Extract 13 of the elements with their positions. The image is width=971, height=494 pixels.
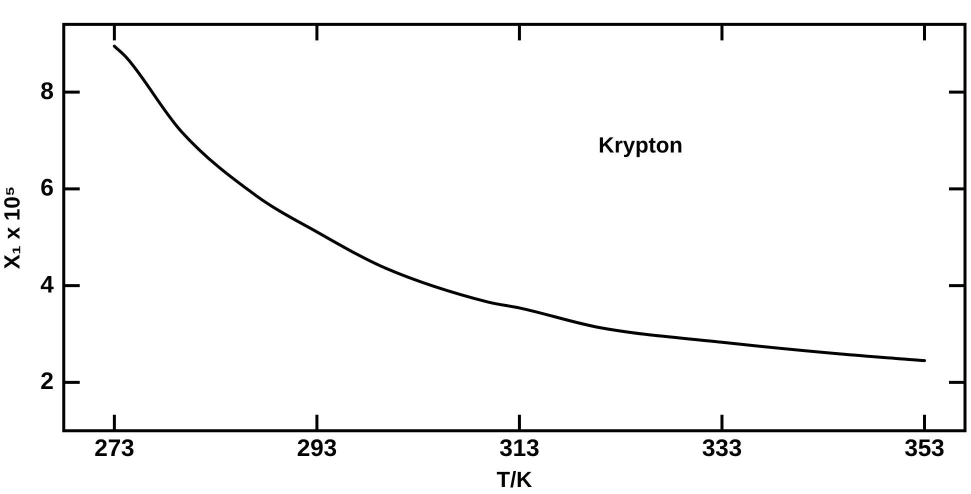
x-tick-label: 353 [904,434,945,462]
line-series [112,44,926,362]
x-tick-label: 293 [296,434,337,462]
text: Krypton [598,132,683,158]
x-tick-label: 313 [499,434,540,462]
y-tick-label: 2 [40,368,54,396]
y-tick-label: 8 [40,78,54,105]
x-axis-title: T/K [496,466,532,492]
y-axis-title: X₁ x 10⁵ [0,186,24,270]
x-tick-label: 273 [94,434,134,462]
y-tick-label: 6 [40,174,54,202]
x-tick-label: 333 [702,434,742,462]
y-tick-label: 4 [40,271,54,298]
